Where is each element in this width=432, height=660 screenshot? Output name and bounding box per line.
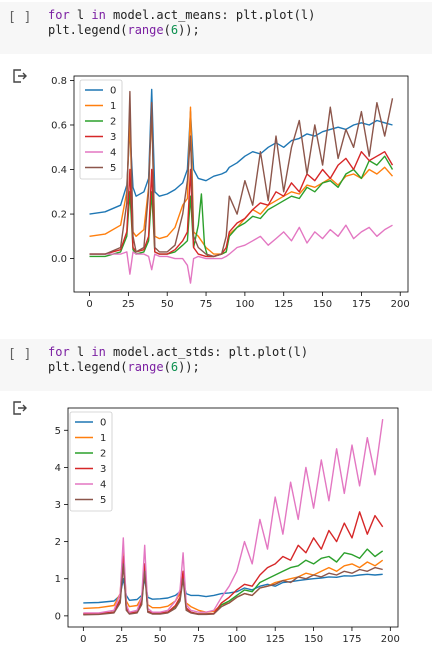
output-toggle-icon[interactable]: [12, 400, 28, 416]
series-line-5: [89, 90, 394, 258]
code-text: l: [69, 345, 92, 359]
code-builtin: range: [127, 23, 164, 37]
code-keyword: in: [91, 8, 106, 22]
code-text: plt.legend(: [48, 360, 128, 374]
chart-act-means: 0 25 50 75 100 125 150 175 2000.00.20.40.60.8012…: [51, 75, 410, 308]
y-tick-label: 4: [55, 463, 61, 474]
y-tick-label: 0.4: [51, 165, 67, 176]
code-editor[interactable]: for l in model.act_stds: plt.plot(l) plt…: [48, 345, 308, 375]
code-builtin: range: [127, 360, 164, 374]
legend-label: 5: [100, 495, 106, 506]
x-tick-label: 150: [304, 634, 323, 645]
x-tick-label: 75: [192, 634, 205, 645]
code-keyword: for: [48, 8, 70, 22]
y-tick-label: 1: [55, 574, 61, 585]
legend-label: 0: [110, 86, 116, 97]
y-tick-label: 0.2: [51, 210, 67, 221]
code-cell-1[interactable]: [ ] for l in model.act_means: plt.plot(l…: [0, 2, 432, 54]
y-tick-label: 2: [55, 537, 61, 548]
plot-area: [73, 75, 409, 293]
legend-label: 0: [100, 418, 106, 429]
series-line-0: [89, 88, 393, 215]
legend-label: 1: [100, 433, 106, 444]
code-text: (: [163, 23, 171, 37]
x-tick-label: 100: [227, 634, 246, 645]
chart-legend: 0 1 2 3 4 5: [69, 411, 113, 512]
code-keyword: in: [91, 345, 106, 359]
series-line-0: [83, 573, 383, 604]
code-text: plt.legend(: [48, 23, 128, 37]
x-tick-label: 200: [381, 634, 400, 645]
legend-label: 1: [110, 101, 116, 112]
code-number: 6: [170, 360, 179, 374]
code-text: ));: [178, 360, 200, 374]
y-tick-label: 5: [55, 426, 61, 437]
y-tick-label: 0.6: [51, 120, 67, 131]
series-line-3: [89, 150, 394, 258]
x-tick-label: 0: [86, 299, 92, 308]
x-tick-label: 175: [352, 299, 371, 308]
x-tick-label: 25: [122, 299, 135, 308]
code-cell-2[interactable]: [ ] for l in model.act_stds: plt.plot(l)…: [0, 339, 432, 391]
series-line-4: [83, 419, 384, 614]
code-number: 6: [170, 23, 179, 37]
x-tick-label: 125: [266, 634, 285, 645]
legend-label: 3: [110, 132, 116, 143]
x-tick-label: 200: [391, 299, 410, 308]
legend-label: 5: [110, 163, 116, 174]
code-keyword: for: [48, 345, 70, 359]
x-tick-label: 150: [313, 299, 332, 308]
legend-label: 4: [100, 480, 106, 491]
output-toggle-icon[interactable]: [12, 68, 28, 84]
cell-run-prompt[interactable]: [ ]: [8, 10, 32, 25]
x-tick-label: 25: [115, 634, 128, 645]
x-tick-label: 125: [274, 299, 293, 308]
code-text: model.act_means: plt.plot(l): [105, 8, 316, 22]
series-line-5: [83, 563, 383, 616]
x-tick-label: 50: [154, 634, 167, 645]
series-line-4: [89, 224, 393, 284]
chart-legend: 0 1 2 3 4 5: [79, 79, 123, 180]
x-tick-label: 50: [161, 299, 174, 308]
x-tick-label: 100: [235, 299, 254, 308]
code-text: model.act_stds: plt.plot(l): [105, 345, 309, 359]
x-tick-label: 175: [342, 634, 361, 645]
y-tick-label: 0.0: [51, 254, 67, 265]
legend-label: 3: [100, 464, 106, 475]
code-text: (: [163, 360, 171, 374]
legend-label: 2: [100, 449, 106, 460]
y-tick-label: 0: [55, 611, 61, 622]
y-tick-label: 3: [55, 500, 61, 511]
legend-label: 2: [110, 117, 116, 128]
plot-area: [67, 407, 399, 628]
code-editor[interactable]: for l in model.act_means: plt.plot(l) pl…: [48, 8, 315, 38]
y-tick-label: 0.8: [51, 76, 67, 87]
code-text: ));: [178, 23, 200, 37]
x-tick-label: 75: [200, 299, 213, 308]
cell-run-prompt[interactable]: [ ]: [8, 347, 32, 362]
code-text: l: [69, 8, 92, 22]
x-tick-label: 0: [80, 634, 86, 645]
legend-label: 4: [110, 148, 116, 159]
